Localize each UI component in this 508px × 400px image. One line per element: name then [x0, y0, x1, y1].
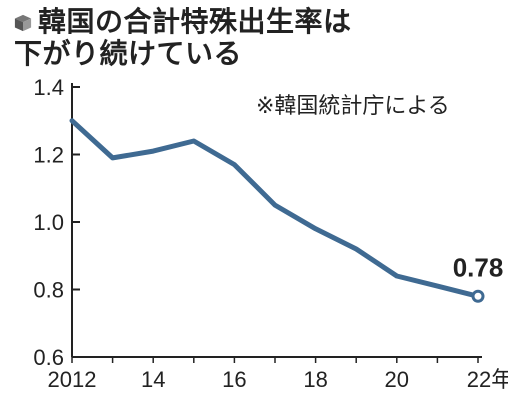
x-tick-label: 20 — [385, 367, 409, 392]
chart-title-line-1: 韓国の合計特殊出生率は — [14, 5, 502, 38]
cube-icon — [14, 14, 32, 32]
x-tick-label: 18 — [303, 367, 327, 392]
series-line — [69, 118, 481, 299]
source-note: ※韓国統計庁による — [256, 94, 450, 119]
title-line-1-text: 韓国の合計特殊出生率は — [38, 5, 352, 38]
chart-title-line-2: 下がり続けている — [14, 37, 243, 71]
last-point-marker — [471, 289, 485, 303]
x-tick-label: 14 — [141, 367, 165, 392]
y-tick-label: 1.2 — [33, 143, 64, 168]
y-tick-label: 0.6 — [33, 345, 64, 370]
chart-title: 韓国の合計特殊出生率は 下がり続けている — [14, 5, 502, 71]
x-tick-label: 2012 — [48, 367, 97, 392]
y-tick-label: 0.8 — [33, 278, 64, 303]
x-tick-label: 22年 — [467, 367, 508, 392]
y-tick-label: 1.4 — [33, 75, 64, 100]
last-value-label: 0.78 — [453, 252, 504, 282]
x-tick-label: 16 — [222, 367, 246, 392]
y-tick-label: 1.0 — [33, 210, 64, 235]
